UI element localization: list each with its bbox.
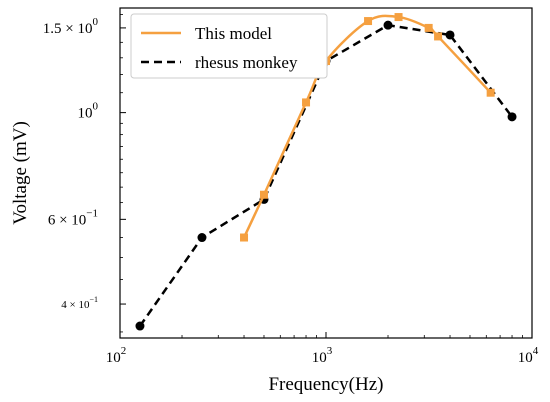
point-this-model-7 bbox=[434, 32, 443, 41]
point-this-model-8 bbox=[486, 88, 495, 97]
point-this-model-2 bbox=[302, 98, 311, 107]
x-tick-label-0: 102 bbox=[106, 345, 127, 366]
point-this-model-5 bbox=[394, 13, 403, 22]
y-tick-label-3: 1.5 × 100 bbox=[43, 16, 99, 37]
point-rhesus-monkey-1 bbox=[197, 233, 207, 243]
ticks: 102 103 104 4 × 10−1 6 × 10−1 100 1.5 × 100 bbox=[43, 14, 539, 366]
x-tick-label-2: 104 bbox=[518, 345, 539, 366]
y-tick-label-2: 100 bbox=[78, 101, 99, 122]
legend-label-rhesus-monkey: rhesus monkey bbox=[195, 53, 298, 72]
y-axis-title: Voltage (mV) bbox=[10, 121, 31, 225]
point-this-model-0 bbox=[240, 233, 249, 242]
point-this-model-4 bbox=[364, 17, 373, 26]
point-rhesus-monkey-6 bbox=[507, 112, 517, 122]
y-tick-label-1: 6 × 10−1 bbox=[48, 207, 98, 228]
point-this-model-6 bbox=[424, 23, 433, 32]
x-tick-label-1: 103 bbox=[312, 345, 333, 366]
y-tick-label-0: 4 × 10−1 bbox=[61, 295, 98, 311]
point-rhesus-monkey-5 bbox=[445, 30, 455, 40]
x-axis-title: Frequency(Hz) bbox=[268, 374, 383, 395]
point-rhesus-monkey-4 bbox=[383, 20, 393, 30]
legend-label-this-model: This model bbox=[195, 24, 272, 43]
point-this-model-1 bbox=[259, 190, 268, 199]
point-rhesus-monkey-0 bbox=[135, 321, 145, 331]
legend: This model rhesus monkey bbox=[130, 13, 328, 79]
